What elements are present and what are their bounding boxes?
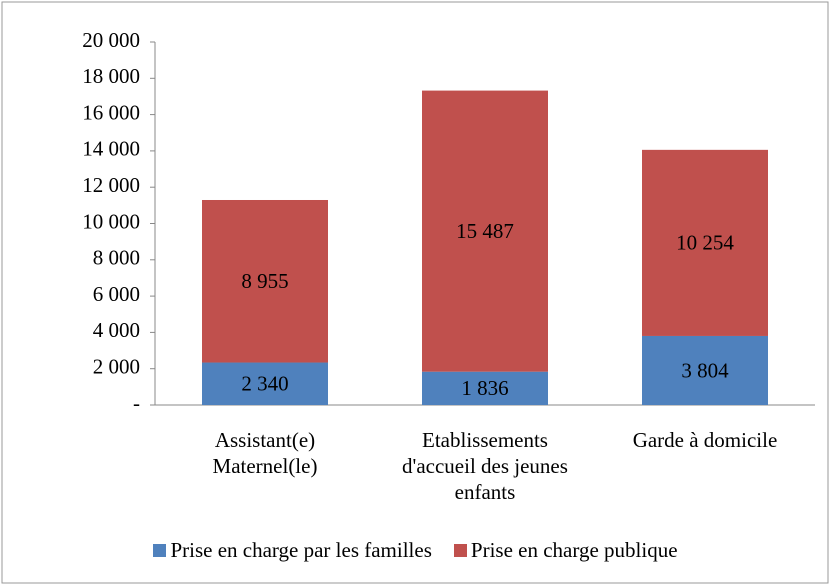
y-tick-label: 20 000 bbox=[82, 28, 140, 52]
x-tick-label: Garde à domicile bbox=[632, 428, 778, 452]
y-tick-label: - bbox=[133, 391, 140, 415]
data-label: 1 836 bbox=[461, 376, 508, 400]
legend-item: Prise en charge par les familles bbox=[153, 538, 432, 563]
bar-segment bbox=[202, 199, 328, 363]
data-label: 3 804 bbox=[681, 358, 729, 382]
legend-label: Prise en charge publique bbox=[470, 538, 678, 562]
bar-segment bbox=[422, 90, 548, 372]
y-tick-label: 6 000 bbox=[93, 282, 140, 306]
y-tick-label: 4 000 bbox=[93, 318, 140, 342]
bar-segment bbox=[422, 371, 548, 405]
bar-segment bbox=[642, 335, 768, 405]
legend-swatch bbox=[153, 544, 167, 557]
legend-swatch bbox=[453, 544, 467, 557]
x-tick-label: Etablissements d'accueil des jeunes enfa… bbox=[402, 428, 568, 504]
y-tick-label: 18 000 bbox=[82, 64, 140, 88]
legend: Prise en charge par les familles Prise en… bbox=[0, 538, 831, 563]
y-tick-label: 12 000 bbox=[82, 173, 140, 197]
bar-segment bbox=[642, 149, 768, 336]
x-tick-label: Assistant(e) Maternel(le) bbox=[212, 428, 318, 478]
y-tick-label: 10 000 bbox=[82, 209, 140, 233]
legend-item: Prise en charge publique bbox=[453, 538, 678, 563]
y-tick-label: 14 000 bbox=[82, 137, 140, 161]
data-label: 10 254 bbox=[676, 231, 734, 255]
y-tick-label: 8 000 bbox=[93, 246, 140, 270]
data-label: 8 955 bbox=[241, 269, 288, 293]
data-label: 15 487 bbox=[456, 219, 514, 243]
y-tick-label: 16 000 bbox=[82, 100, 140, 124]
data-label: 2 340 bbox=[241, 372, 288, 396]
legend-label: Prise en charge par les familles bbox=[170, 538, 432, 562]
bar-segment bbox=[202, 362, 328, 405]
y-tick-label: 2 000 bbox=[93, 355, 140, 379]
